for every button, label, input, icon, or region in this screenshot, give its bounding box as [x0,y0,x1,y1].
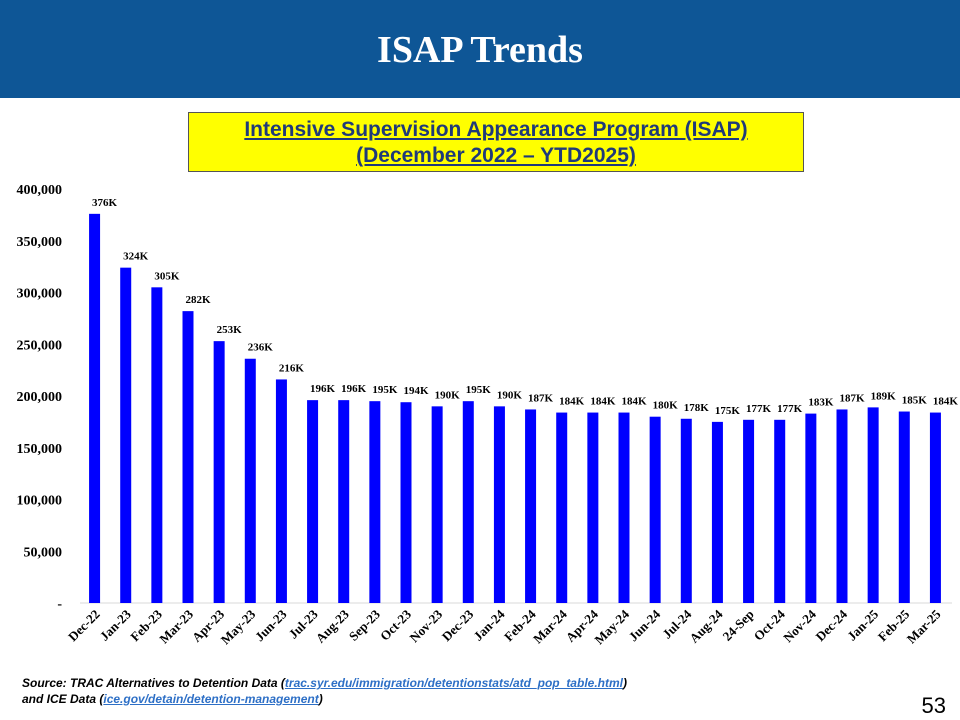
data-label: 189K [871,390,897,402]
bar [774,419,786,603]
bar [587,412,599,603]
x-tick-label: Jun-23 [252,606,290,644]
data-label: 187K [839,392,865,404]
y-tick-label: 300,000 [17,287,63,302]
x-tick-label: 24-Sep [720,607,757,644]
x-tick-label: Aug-24 [686,606,726,646]
chart-subtitle-box: Intensive Supervision Appearance Program… [188,112,804,172]
trac-link[interactable]: trac.syr.edu/immigration/detentionstats/… [284,676,623,690]
data-label: 184K [590,396,616,408]
x-tick-label: Jun-24 [626,606,664,644]
data-label: 187K [528,392,554,404]
y-tick-label: 200,000 [17,390,63,405]
data-label: 194K [403,385,429,397]
x-tick-label: Jan-23 [97,606,135,644]
bar [867,407,879,603]
data-label: 195K [466,384,492,396]
data-label: 195K [372,384,398,396]
x-tick-label: Nov-23 [407,606,446,645]
data-label: 190K [497,389,523,401]
bar [244,358,256,603]
y-tick-label: 150,000 [17,442,63,457]
x-tick-label: Dec-23 [439,606,477,644]
bar [213,341,225,603]
x-tick-label: Mar-25 [904,606,944,646]
bar [431,406,443,603]
x-tick-label: Mar-24 [530,606,570,646]
x-tick-label: Mar-23 [156,606,196,646]
bar [338,400,350,603]
bar-chart: - 50,000 100,000 150,000 200,000 250,000 300,0… [17,183,959,647]
data-label: 184K [559,396,585,408]
bar [836,409,848,603]
header-bar: ISAP Trends [0,0,960,98]
ice-link[interactable]: ice.gov/detain/detention-management [103,692,319,706]
y-tick-label: - [57,597,62,612]
data-label: 305K [154,270,180,282]
y-tick-label: 400,000 [17,183,63,198]
bar [400,402,412,603]
data-label: 180K [653,400,679,412]
x-tick-label: Sep-23 [346,606,384,644]
bar [556,412,568,603]
bar [743,419,755,603]
bar [307,400,319,603]
bar [120,267,132,603]
data-label: 178K [684,402,710,414]
data-label: 190K [435,389,461,401]
data-label: 324K [123,251,149,263]
y-tick-label: 100,000 [17,494,63,509]
data-label: 196K [310,383,336,395]
source-note: Source: TRAC Alternatives to Detention D… [22,675,627,707]
x-tick-label: Jan-25 [844,606,882,644]
x-tick-label: Aug-23 [313,606,353,646]
y-tick-label: 350,000 [17,235,63,250]
x-tick-label: May-23 [218,606,259,647]
data-label: 183K [808,397,834,409]
x-tick-label: Nov-24 [780,606,819,645]
source-line-1: Source: TRAC Alternatives to Detention D… [22,676,627,690]
data-label: 282K [185,294,211,306]
x-tick-label: Dec-24 [812,606,850,644]
data-label: 253K [217,324,243,336]
page-title: ISAP Trends [377,29,583,71]
data-label: 184K [933,396,959,408]
data-label: 196K [341,383,367,395]
page-number: 53 [921,693,946,718]
x-tick-label: Dec-22 [65,607,103,645]
y-tick-label: 250,000 [17,338,63,353]
bar [525,409,537,603]
data-label: 216K [279,362,305,374]
bar [711,421,723,603]
bar [462,401,474,603]
data-label: 175K [715,405,741,417]
data-label: 177K [746,403,772,415]
bar [89,213,101,603]
bar [618,412,630,603]
bar [275,379,287,603]
bar [805,413,817,603]
data-label: 184K [621,396,647,408]
bar [493,406,505,603]
data-label: 376K [92,197,118,209]
data-label: 177K [777,403,803,415]
source-line-2: and ICE Data (ice.gov/detain/detention-m… [22,692,323,706]
bar [369,401,381,603]
chart-subtitle-line1: Intensive Supervision Appearance Program… [244,118,748,141]
bar [151,287,163,603]
data-label: 236K [248,342,274,354]
data-label: 185K [902,395,928,407]
y-tick-label: 50,000 [24,545,63,560]
bar [680,418,692,603]
x-tick-label: Jan-24 [470,606,508,644]
x-tick-label: May-24 [591,606,632,647]
bar [182,311,194,603]
chart-subtitle-line2: (December 2022 – YTD2025) [356,144,636,167]
bar [929,412,941,603]
bar [898,411,910,603]
bar [649,416,661,603]
